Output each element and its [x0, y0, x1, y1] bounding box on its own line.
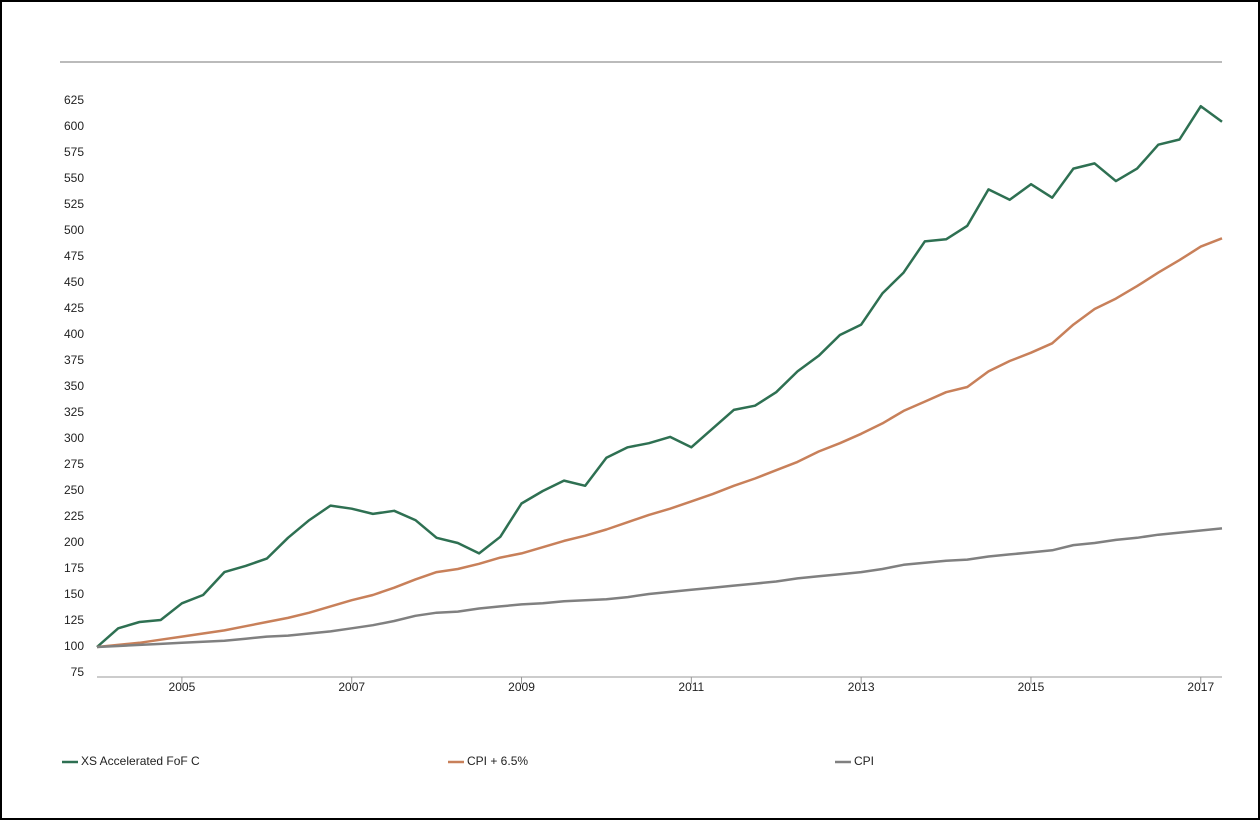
x-tick-label: 2017	[1187, 680, 1214, 694]
y-tick-label: 525	[64, 197, 84, 211]
x-tick-label: 2011	[678, 680, 704, 694]
y-tick-label: 200	[64, 535, 84, 549]
y-tick-label: 150	[64, 587, 84, 601]
series-line	[96, 104, 1223, 648]
y-tick-label: 300	[64, 431, 84, 445]
y-tick-label: 250	[64, 483, 84, 497]
legend-label: XS Accelerated FoF C	[81, 754, 200, 768]
y-tick-label: 450	[64, 275, 84, 289]
y-tick-label: 325	[64, 405, 84, 419]
y-tick-label: 425	[64, 301, 84, 315]
y-tick-label: 100	[64, 639, 84, 653]
y-tick-label: 350	[64, 379, 84, 393]
y-tick-label: 500	[64, 223, 84, 237]
series-line	[96, 237, 1223, 649]
y-tick-label: 75	[71, 665, 85, 679]
y-tick-label: 275	[64, 457, 84, 471]
y-tick-label: 400	[64, 327, 84, 341]
y-tick-label: 600	[64, 119, 84, 133]
x-tick-label: 2009	[508, 680, 535, 694]
series-line	[96, 527, 1223, 649]
y-tick-label: 125	[64, 613, 84, 627]
x-tick-label: 2015	[1018, 680, 1045, 694]
y-tick-label: 625	[64, 93, 84, 107]
x-tick-label: 2013	[848, 680, 875, 694]
y-tick-label: 375	[64, 353, 84, 367]
y-tick-label: 225	[64, 509, 84, 523]
y-tick-label: 175	[64, 561, 84, 575]
y-tick-label: 550	[64, 171, 84, 185]
y-tick-label: 475	[64, 249, 84, 263]
x-tick-label: 2007	[338, 680, 365, 694]
y-tick-label: 575	[64, 145, 84, 159]
legend-label: CPI	[854, 754, 874, 768]
legend-label: CPI + 6.5%	[467, 754, 528, 768]
x-tick-label: 2005	[169, 680, 196, 694]
